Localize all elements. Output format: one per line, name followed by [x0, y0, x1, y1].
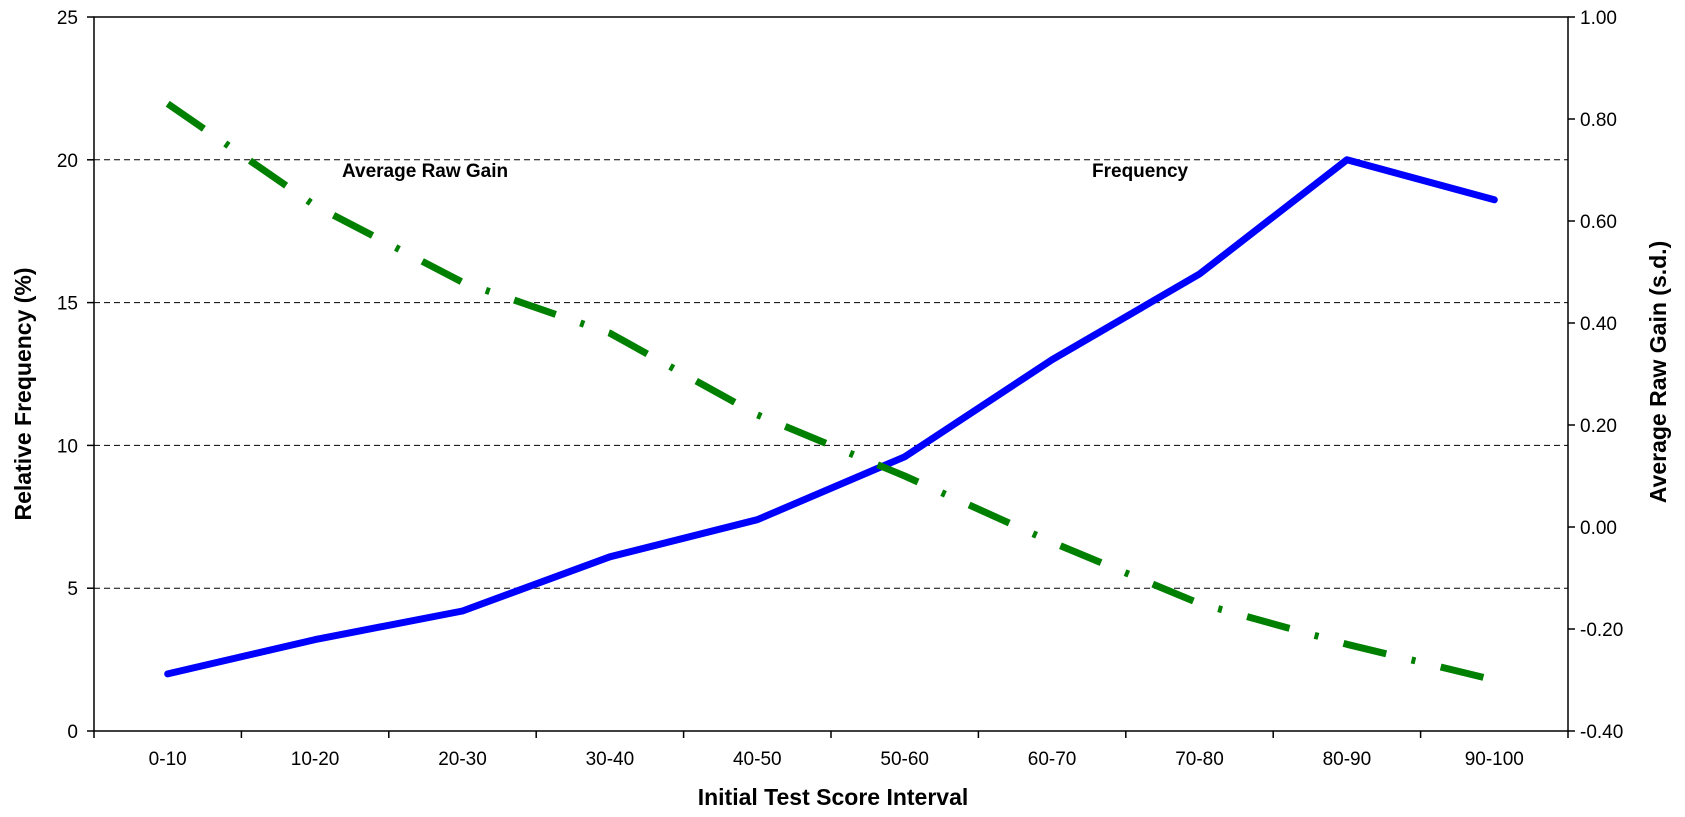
gridlines: [94, 159, 1568, 589]
x-axis-tick-label: 60-70: [1028, 749, 1077, 770]
x-axis-tick-label: 10-20: [291, 749, 340, 770]
annotation-average-raw-gain: Average Raw Gain: [342, 161, 508, 182]
right-axis-tick-label: 0.20: [1580, 416, 1617, 437]
left-axis-title: Relative Frequency (%): [10, 267, 36, 520]
right-axis-tick-label: -0.20: [1580, 620, 1623, 641]
annotation-frequency: Frequency: [1092, 161, 1189, 182]
plot-frame: [93, 16, 1569, 732]
x-axis-tick-label: 0-10: [149, 749, 187, 770]
x-axis-tick-label: 40-50: [733, 749, 782, 770]
x-axis-tick-label: 90-100: [1465, 749, 1524, 770]
x-axis-title: Initial Test Score Interval: [698, 784, 969, 810]
left-axis-tick-label: 20: [57, 151, 78, 172]
series: [164, 100, 1498, 684]
left-axis-tick-label: 15: [57, 294, 78, 315]
left-axis-tick-label: 5: [67, 579, 78, 600]
axes: [87, 16, 1575, 738]
x-axis-tick-label: 70-80: [1175, 749, 1224, 770]
right-axis-tick-label: 0.00: [1580, 518, 1617, 539]
left-axis-tick-label: 0: [67, 722, 78, 743]
x-axis-tick-label: 20-30: [438, 749, 487, 770]
series-line-average-raw-gain: [165, 100, 1496, 684]
right-axis-tick-label: 0.80: [1580, 110, 1617, 131]
right-axis-tick-label: 0.60: [1580, 212, 1617, 233]
series-line-frequency: [164, 156, 1498, 678]
x-axis-tick-label: 30-40: [586, 749, 635, 770]
x-axis-tick-label: 80-90: [1323, 749, 1372, 770]
left-axis-tick-label: 25: [57, 8, 78, 29]
tick-labels: 0 5 10 15 20 25 -0.40 -0.20 0.00 0.20 0.40 0.60 0.80…: [57, 8, 1623, 770]
right-axis-tick-label: 0.40: [1580, 314, 1617, 335]
right-axis-tick-label: -0.40: [1580, 722, 1623, 743]
x-axis-tick-label: 50-60: [880, 749, 929, 770]
right-axis-title: Average Raw Gain (s.d.): [1645, 241, 1671, 503]
left-axis-tick-label: 10: [57, 436, 78, 457]
right-axis-tick-label: 1.00: [1580, 8, 1617, 29]
